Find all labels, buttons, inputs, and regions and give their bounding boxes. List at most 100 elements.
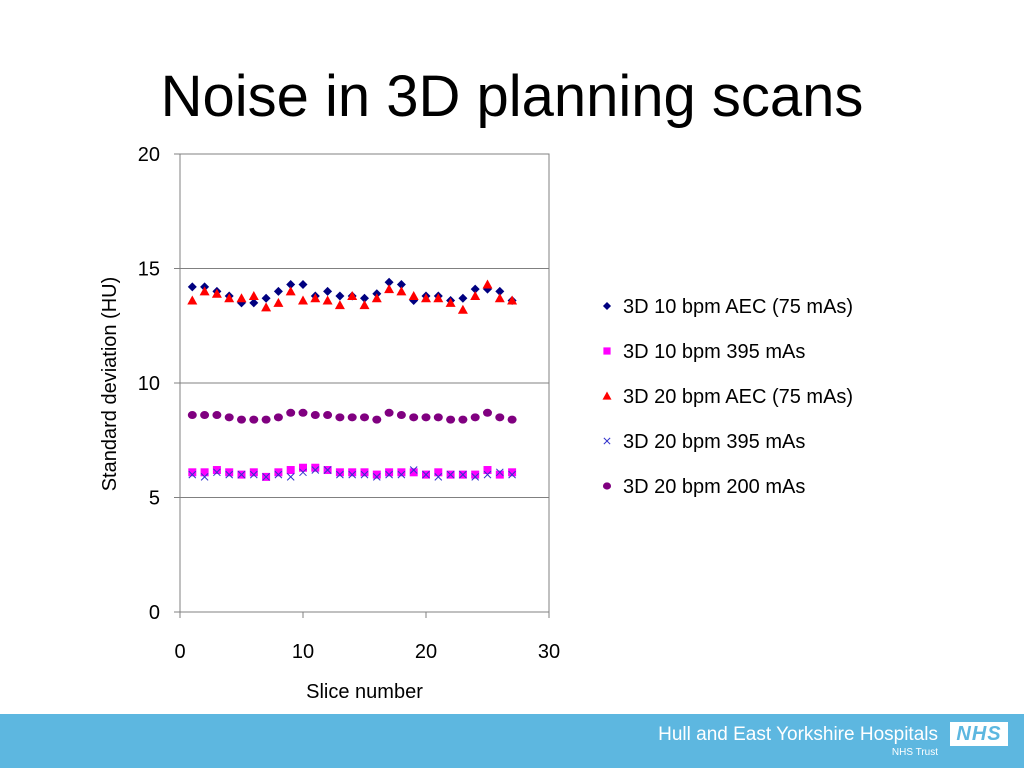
series-4-point (336, 470, 344, 479)
series-5-point (347, 413, 357, 422)
series-4-point-stroke (372, 473, 381, 481)
y-tick-label: 15 (138, 259, 160, 281)
series-5-point (372, 415, 382, 424)
series-5-point (507, 415, 517, 424)
series-4-point (422, 470, 430, 479)
series-3-point (359, 300, 370, 310)
legend-marker-4 (603, 437, 611, 445)
series-5-point (237, 415, 246, 424)
series-3-point (261, 302, 272, 312)
series-3-point (187, 295, 198, 305)
series-2-point (286, 466, 295, 475)
series-4-point-stroke (237, 470, 246, 479)
series-4-point (299, 468, 307, 477)
series-4-point-stroke (385, 470, 393, 479)
series-2-point (434, 468, 443, 477)
series-1-point (384, 277, 394, 287)
series-4-point-stroke (434, 473, 443, 481)
series-2-point (372, 470, 381, 479)
y-axis-label: Standard deviation (HU) (99, 277, 121, 492)
series-3-point (408, 290, 419, 300)
legend-marker-1 (602, 301, 612, 311)
x-tick-label: 20 (415, 641, 437, 663)
series-4-point (311, 466, 320, 474)
series-4-point-stroke (249, 470, 258, 479)
series-4-point-stroke (459, 470, 467, 479)
series-5-point (495, 413, 505, 422)
series-2-point (212, 466, 221, 475)
series-2-point (225, 468, 234, 477)
series-4-point (348, 470, 357, 479)
series-4-point (372, 473, 381, 481)
series-4-point-stroke (274, 470, 283, 479)
y-tick-label: 20 (138, 144, 160, 166)
series-3-point (334, 300, 345, 310)
legend-label-1: 3D 10 bpm AEC (75 mAs) (623, 296, 853, 318)
series-3-point (248, 290, 259, 300)
series-5-point (212, 411, 222, 420)
series-3-point (310, 293, 321, 303)
legend-marker-4-stroke (603, 437, 611, 445)
series-4-point-stroke (508, 470, 516, 479)
series-5-point (187, 411, 197, 420)
organization-subtitle: NHS Trust (891, 747, 938, 758)
series-3-point (457, 304, 468, 314)
legend-marker-3 (602, 391, 612, 400)
series-2-point (249, 468, 258, 477)
series-4-point-stroke (397, 470, 406, 479)
legend-label-5: 3D 20 bpm 200 mAs (623, 476, 805, 498)
series-3-point (507, 295, 518, 305)
series-3-point (285, 286, 296, 296)
series-3-point (384, 284, 395, 294)
series-4-point-stroke (360, 470, 369, 479)
series-4-point-stroke (225, 470, 234, 479)
series-1-point (360, 293, 369, 303)
series-1-point (261, 293, 271, 303)
series-4-point (446, 470, 455, 479)
series-1-point (273, 286, 283, 296)
series-1-point (249, 298, 259, 308)
series-1-point (396, 280, 406, 290)
series-4-point-stroke (323, 466, 332, 474)
series-4-point-stroke (262, 473, 270, 481)
series-3-point (236, 293, 247, 303)
series-5-point (446, 415, 456, 424)
series-5-point (286, 408, 296, 417)
series-4-point-stroke (299, 468, 307, 477)
series-2-point (299, 463, 307, 472)
series-1-point (335, 291, 345, 301)
series-4-point-stroke (200, 473, 209, 481)
series-5-point (458, 415, 468, 424)
series-5-point (261, 415, 271, 424)
series-5-point (396, 411, 406, 420)
series-5-point (224, 413, 234, 422)
series-3-point (433, 293, 444, 303)
series-3-point (470, 290, 481, 300)
series-2-point (188, 468, 197, 477)
series-4-point-stroke (446, 470, 455, 479)
series-2-point (471, 470, 480, 479)
series-3-point (445, 297, 456, 307)
series-2-point (409, 468, 418, 477)
series-5-point (249, 415, 259, 424)
series-5-point (421, 413, 431, 422)
series-5-point (483, 408, 492, 417)
series-4-point-stroke (286, 473, 295, 481)
series-4-point-stroke (348, 470, 357, 479)
slide-title: Noise in 3D planning scans (160, 64, 864, 129)
series-5-point (298, 408, 308, 417)
series-4-point-stroke (213, 468, 221, 477)
series-1-point (495, 286, 505, 296)
series-5-point (470, 413, 480, 422)
series-5-point (273, 413, 283, 422)
series-4-point-stroke (471, 473, 480, 481)
series-4-point (508, 470, 516, 479)
series-1-point (458, 293, 468, 303)
series-1-point (470, 284, 480, 294)
series-4-point (274, 470, 283, 479)
series-5-point (384, 408, 394, 417)
series-2-point (508, 468, 517, 477)
series-4-point (360, 470, 369, 479)
series-2-point (348, 468, 357, 477)
series-4-point-stroke (422, 470, 430, 479)
